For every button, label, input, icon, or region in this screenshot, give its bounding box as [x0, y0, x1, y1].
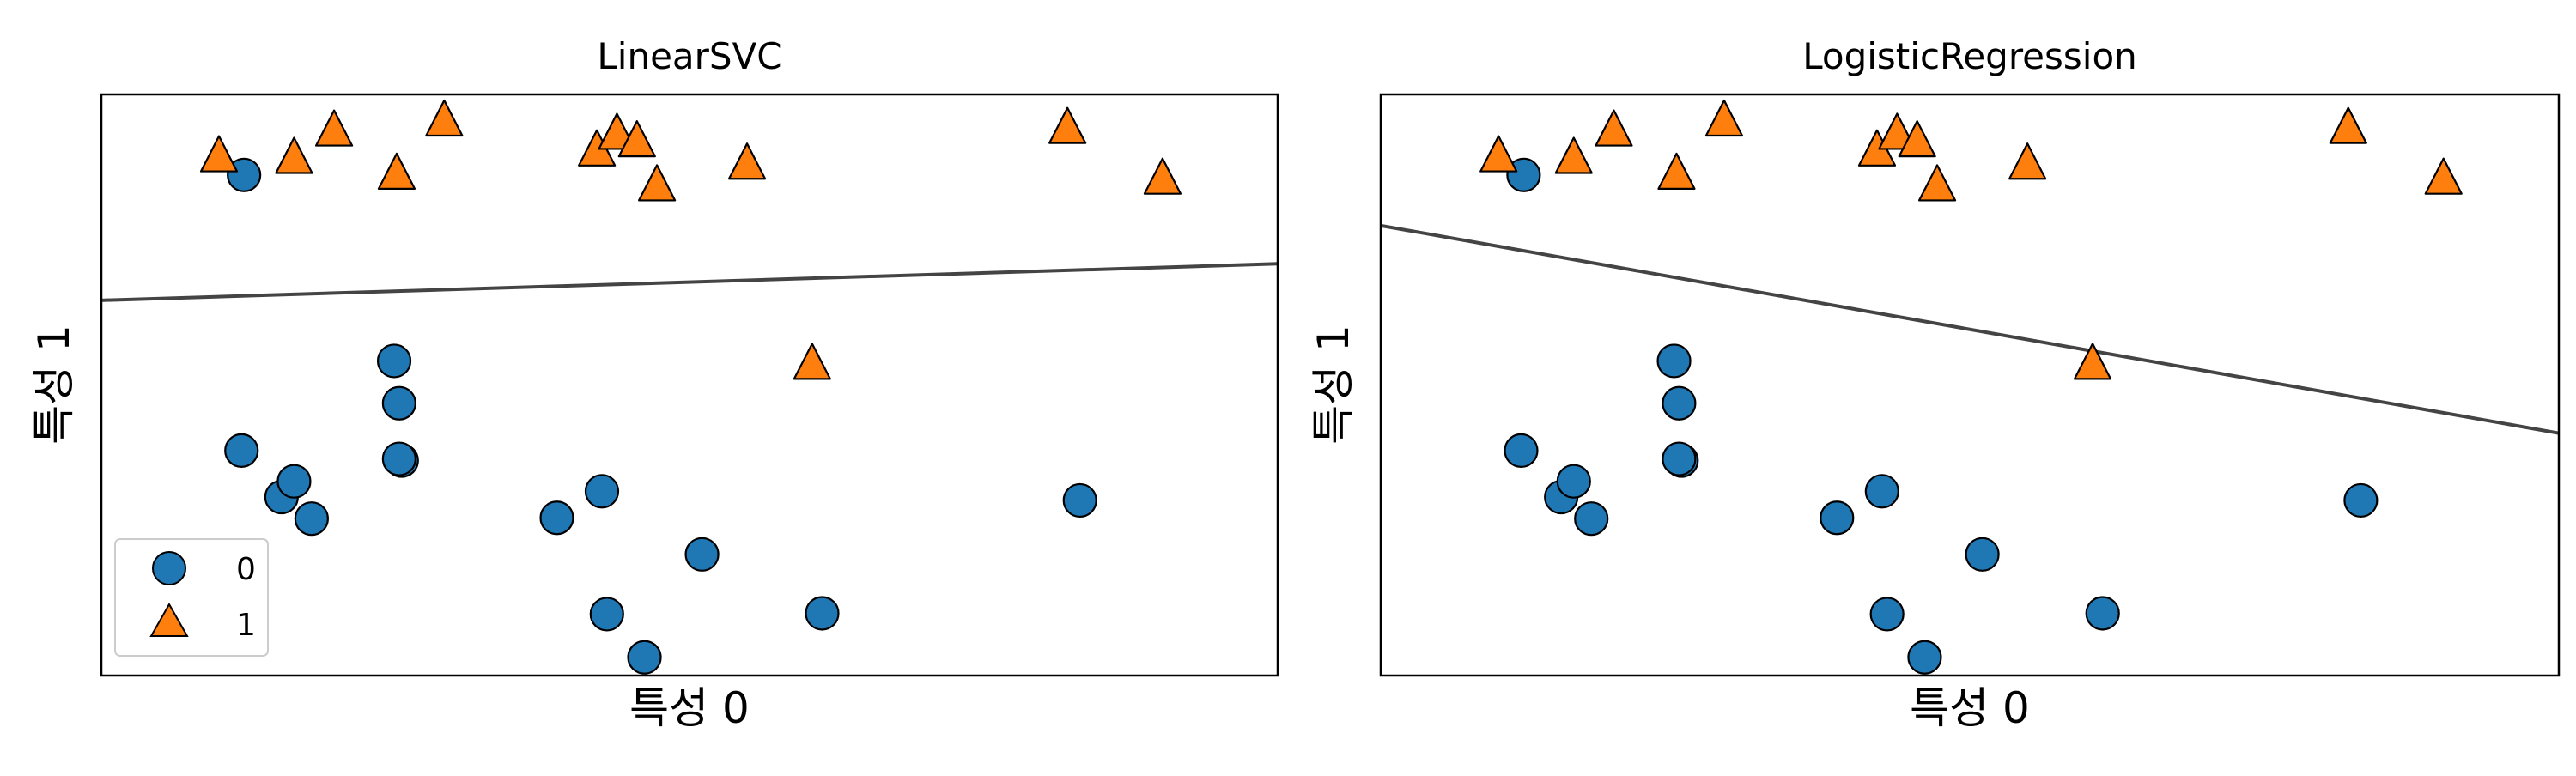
- data-point-class-0: [2343, 482, 2379, 518]
- data-point-class-1: [1554, 136, 1593, 174]
- data-point-class-0: [1662, 385, 1697, 421]
- legend-marker-class-0: [152, 551, 186, 585]
- data-point-class-0: [805, 596, 840, 631]
- data-point-class-1: [2008, 142, 2047, 180]
- data-point-class-0: [1504, 433, 1539, 469]
- data-point-class-1: [377, 152, 416, 190]
- data-point-class-1: [793, 343, 831, 380]
- data-point-class-0: [381, 441, 416, 476]
- y-axis-label: 특성 1: [1309, 324, 1358, 445]
- data-point-class-1: [314, 109, 354, 147]
- data-point-class-0: [1556, 464, 1591, 499]
- axes-frame: [1379, 93, 2561, 677]
- data-point-class-1: [598, 112, 636, 150]
- data-point-class-0: [539, 500, 574, 536]
- data-point-class-1: [1479, 135, 1518, 173]
- x-axis-label: 특성 0: [629, 683, 750, 733]
- data-point-class-1: [1657, 152, 1696, 190]
- data-point-class-0: [276, 464, 312, 499]
- data-point-class-1: [1898, 120, 1936, 158]
- data-point-class-0: [1506, 157, 1541, 192]
- y-axis-label: 특성 1: [29, 324, 79, 445]
- data-point-class-1: [617, 120, 656, 158]
- data-point-class-0: [294, 501, 329, 537]
- data-point-class-0: [224, 433, 259, 469]
- data-point-class-0: [1656, 343, 1692, 379]
- data-point-class-0: [227, 157, 262, 192]
- data-point-class-0: [584, 474, 620, 509]
- data-point-class-0: [2085, 596, 2120, 631]
- data-point-class-0: [684, 537, 720, 572]
- data-point-class-0: [1662, 441, 1697, 476]
- data-point-class-1: [727, 142, 767, 180]
- subplot-logisticregression: LogisticRegression 특성 0 특성 1: [1309, 35, 2561, 733]
- plot-content: [1381, 99, 2559, 675]
- axes-frame: [100, 93, 1279, 677]
- data-point-class-0: [1864, 474, 1899, 509]
- legend-marker-class-1: [149, 602, 189, 637]
- data-point-class-0: [1820, 500, 1855, 536]
- data-point-class-1: [199, 135, 239, 173]
- decision-boundary-line: [101, 262, 1278, 302]
- data-point-class-0: [1574, 501, 1609, 537]
- data-point-class-0: [589, 597, 624, 632]
- subplot-title: LinearSVC: [597, 35, 781, 77]
- data-point-class-0: [1869, 597, 1905, 632]
- data-point-class-1: [1917, 164, 1957, 202]
- legend-label-class-0: 0: [236, 552, 256, 587]
- data-point-class-1: [425, 99, 464, 137]
- subplot-linearsvc: LinearSVC 특성 0 특성 1 0 1: [29, 35, 1279, 733]
- subplot-title: LogisticRegression: [1802, 35, 2137, 77]
- data-point-class-1: [2424, 157, 2463, 195]
- data-point-class-1: [1878, 112, 1917, 150]
- data-point-class-0: [376, 343, 412, 379]
- data-point-class-0: [1965, 537, 2000, 572]
- data-point-class-1: [275, 136, 313, 174]
- data-point-class-1: [2329, 106, 2367, 144]
- plot-area: [1381, 99, 2559, 675]
- legend-label-class-1: 1: [236, 608, 256, 643]
- data-point-class-1: [1704, 99, 1744, 137]
- plot-content: [101, 99, 1278, 675]
- legend: 0 1: [114, 538, 269, 657]
- decision-boundary-line: [1381, 223, 2559, 435]
- data-point-class-1: [1143, 157, 1182, 195]
- data-point-class-1: [638, 164, 677, 202]
- data-point-class-0: [627, 640, 662, 675]
- data-point-class-1: [1595, 109, 1633, 147]
- x-axis-label: 특성 0: [1910, 683, 2030, 733]
- plot-area: [101, 99, 1278, 675]
- data-point-class-0: [381, 385, 416, 421]
- data-point-class-1: [1048, 106, 1087, 144]
- data-point-class-0: [1062, 482, 1097, 518]
- data-point-class-0: [1907, 640, 1942, 675]
- data-point-class-1: [2073, 343, 2112, 380]
